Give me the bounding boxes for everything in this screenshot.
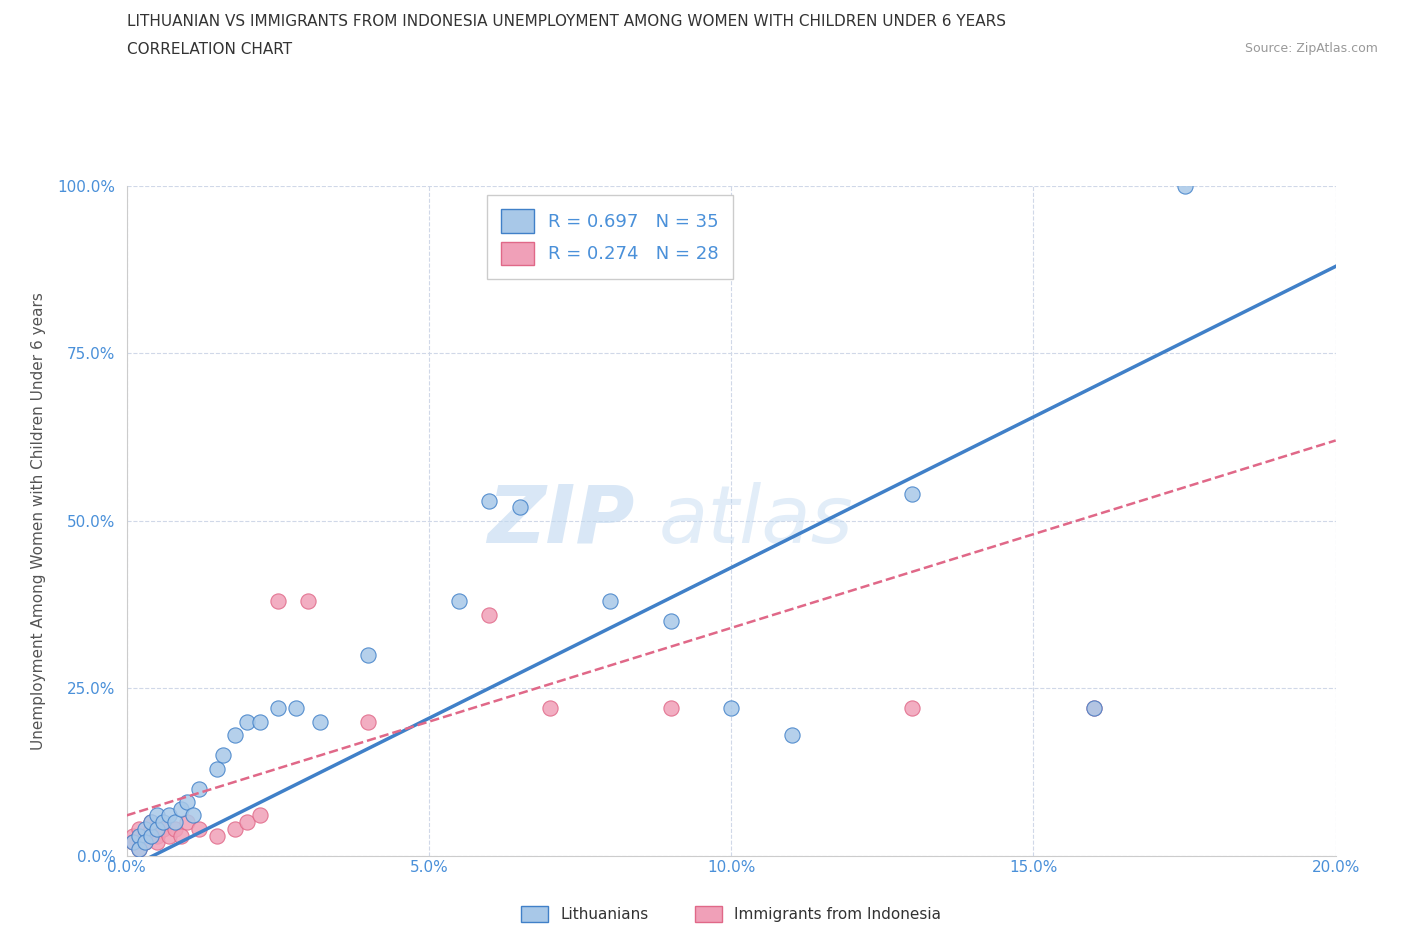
- Point: [163, 821, 186, 836]
- Point: [720, 701, 742, 716]
- Point: [170, 802, 193, 817]
- Point: [901, 486, 924, 501]
- Point: [780, 727, 803, 742]
- Point: [121, 835, 143, 850]
- Point: [188, 821, 211, 836]
- Point: [205, 828, 228, 843]
- Point: [176, 794, 198, 809]
- Point: [659, 614, 682, 629]
- Point: [134, 828, 156, 843]
- Point: [152, 815, 174, 830]
- Point: [139, 821, 162, 836]
- Point: [478, 607, 501, 622]
- Point: [139, 828, 162, 843]
- Point: [447, 593, 470, 608]
- Y-axis label: Unemployment Among Women with Children Under 6 years: Unemployment Among Women with Children U…: [31, 292, 46, 750]
- Point: [224, 821, 246, 836]
- Text: ZIP: ZIP: [486, 482, 634, 560]
- Point: [139, 815, 162, 830]
- Point: [188, 781, 211, 796]
- Point: [146, 835, 169, 850]
- Point: [134, 835, 156, 850]
- Point: [170, 828, 193, 843]
- Point: [599, 593, 621, 608]
- Point: [1083, 701, 1105, 716]
- Point: [538, 701, 561, 716]
- Point: [509, 500, 531, 515]
- Point: [236, 714, 259, 729]
- Point: [659, 701, 682, 716]
- Point: [1173, 179, 1195, 193]
- Point: [134, 835, 156, 850]
- Point: [146, 808, 169, 823]
- Point: [309, 714, 332, 729]
- Point: [176, 815, 198, 830]
- Point: [212, 748, 235, 763]
- Point: [121, 828, 143, 843]
- Point: [121, 835, 143, 850]
- Text: CORRELATION CHART: CORRELATION CHART: [127, 42, 291, 57]
- Point: [1083, 701, 1105, 716]
- Point: [146, 821, 169, 836]
- Point: [146, 828, 169, 843]
- Point: [267, 593, 290, 608]
- Legend: Lithuanians, Immigrants from Indonesia: Lithuanians, Immigrants from Indonesia: [515, 900, 948, 928]
- Text: Source: ZipAtlas.com: Source: ZipAtlas.com: [1244, 42, 1378, 55]
- Point: [134, 821, 156, 836]
- Point: [478, 493, 501, 508]
- Text: LITHUANIAN VS IMMIGRANTS FROM INDONESIA UNEMPLOYMENT AMONG WOMEN WITH CHILDREN U: LITHUANIAN VS IMMIGRANTS FROM INDONESIA …: [127, 14, 1005, 29]
- Point: [357, 714, 380, 729]
- Point: [128, 828, 150, 843]
- Point: [163, 815, 186, 830]
- Point: [157, 808, 180, 823]
- Point: [249, 808, 271, 823]
- Point: [152, 821, 174, 836]
- Point: [267, 701, 290, 716]
- Point: [357, 647, 380, 662]
- Text: atlas: atlas: [658, 482, 853, 560]
- Point: [297, 593, 319, 608]
- Point: [284, 701, 307, 716]
- Point: [128, 842, 150, 857]
- Point: [139, 815, 162, 830]
- Point: [128, 821, 150, 836]
- Point: [249, 714, 271, 729]
- Point: [224, 727, 246, 742]
- Point: [128, 842, 150, 857]
- Point: [181, 808, 204, 823]
- Point: [205, 761, 228, 776]
- Point: [236, 815, 259, 830]
- Point: [901, 701, 924, 716]
- Point: [157, 828, 180, 843]
